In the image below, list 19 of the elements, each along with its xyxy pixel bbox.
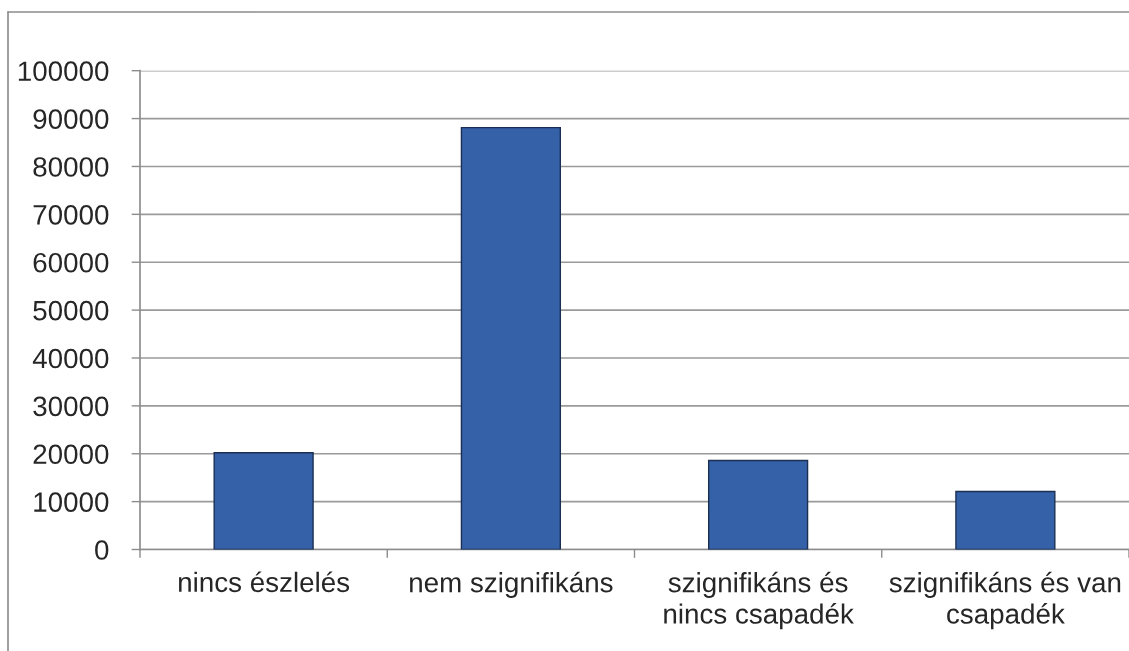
bar xyxy=(460,126,562,550)
bar xyxy=(955,490,1056,550)
x-tick-label: szignifikáns és van csapadék xyxy=(889,571,1121,630)
x-tick-label: nem szignifikáns xyxy=(410,571,613,598)
y-tick-label: 40000 xyxy=(32,348,109,369)
y-tick-label: 70000 xyxy=(33,205,109,225)
bar xyxy=(707,459,809,550)
x-tick-label: nincs észlelés xyxy=(179,571,350,593)
bar xyxy=(213,452,314,550)
y-tick-label: 100000 xyxy=(18,61,109,82)
y-tick-label: 80000 xyxy=(33,157,109,177)
x-tick-label: szignifikáns és nincs csapadék xyxy=(664,571,854,630)
y-tick-label: 60000 xyxy=(33,252,109,273)
y-tick-label: 0 xyxy=(95,540,109,560)
y-tick-label: 30000 xyxy=(33,396,109,417)
y-tick-label: 20000 xyxy=(33,444,109,465)
y-tick-label: 10000 xyxy=(34,492,109,512)
y-tick-label: 50000 xyxy=(33,300,109,321)
y-tick-label: 90000 xyxy=(33,109,109,129)
